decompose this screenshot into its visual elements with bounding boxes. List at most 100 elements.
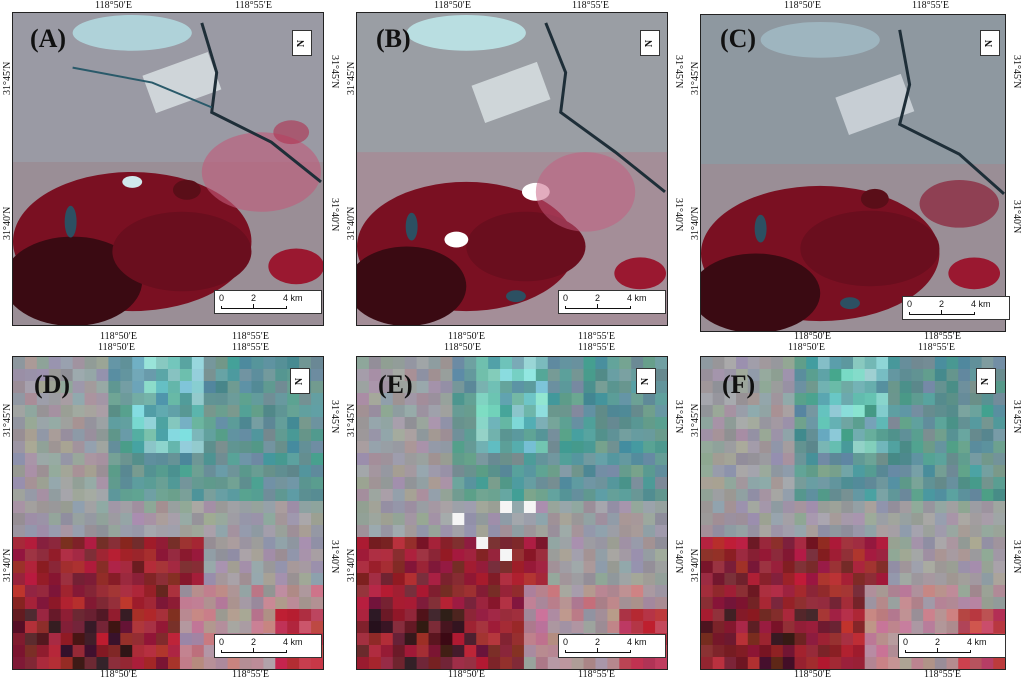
mosaic-pixel (156, 597, 169, 610)
mosaic-pixel (404, 561, 418, 574)
mosaic-pixel (179, 453, 193, 466)
mosaic-pixel (759, 417, 772, 430)
mosaic-pixel (736, 405, 749, 418)
mosaic-pixel (981, 525, 994, 538)
mosaic-pixel (969, 405, 983, 418)
mosaic-pixel (888, 441, 901, 454)
mosaic-pixel (736, 621, 749, 634)
mosaic-pixel (806, 597, 819, 610)
mosaic-pixel (156, 645, 169, 658)
mosaic-pixel (120, 537, 133, 550)
mosaic-pixel (144, 369, 157, 382)
mosaic-pixel (500, 381, 513, 394)
mosaic-pixel (923, 609, 936, 622)
satellite-image-b (356, 12, 668, 326)
mosaic-pixel (191, 621, 205, 634)
mosaic-pixel (595, 609, 608, 622)
mosaic-pixel (191, 381, 205, 394)
mosaic-pixel (595, 573, 608, 586)
mosaic-pixel (48, 585, 62, 598)
mosaic-pixel (108, 405, 121, 418)
mosaic-pixel (701, 453, 714, 466)
mosaic-pixel (263, 417, 276, 430)
mosaic-pixel (547, 549, 561, 562)
mosaic-pixel (969, 453, 983, 466)
mosaic-pixel (72, 621, 86, 634)
mosaic-pixel (227, 477, 241, 490)
mosaic-pixel (934, 573, 948, 586)
mosaic-pixel (841, 633, 854, 646)
mosaic-pixel (759, 489, 772, 502)
mosaic-pixel (969, 393, 983, 406)
mosaic-pixel (712, 477, 725, 490)
mosaic-pixel (357, 561, 370, 574)
mosaic-pixel (583, 597, 596, 610)
mosaic-pixel (619, 525, 632, 538)
mosaic-pixel (464, 453, 477, 466)
mosaic-pixel (607, 453, 620, 466)
mosaic-pixel (380, 549, 394, 562)
mosaic-pixel (853, 621, 866, 634)
mosaic-pixel (946, 417, 959, 430)
mosaic-pixel (96, 501, 109, 514)
mosaic-pixel (416, 441, 430, 454)
mosaic-pixel (631, 537, 644, 550)
mosaic-pixel (500, 489, 513, 502)
mosaic-pixel (108, 417, 121, 430)
mosaic-pixel (619, 621, 632, 634)
mosaic-pixel (275, 369, 288, 382)
top-lon-tick-1: 118°50′E (784, 0, 821, 11)
mosaic-pixel (179, 525, 193, 538)
mosaic-pixel (287, 597, 300, 610)
mosaic-pixel (993, 441, 1005, 454)
mosaic-pixel (888, 501, 901, 514)
mosaic-pixel (701, 477, 714, 490)
mosaic-pixel (747, 549, 760, 562)
mosaic-pixel (179, 513, 193, 526)
mosaic-pixel (958, 657, 971, 669)
mosaic-pixel (993, 597, 1005, 610)
mosaic-pixel (853, 369, 866, 382)
mosaic-pixel (357, 417, 370, 430)
mosaic-pixel (227, 621, 241, 634)
mosaic-pixel (888, 525, 901, 538)
mosaic-pixel (440, 489, 453, 502)
mosaic-pixel (655, 597, 667, 610)
mosaic-pixel (452, 585, 465, 598)
mosaic-pixel (144, 417, 157, 430)
mosaic-pixel (263, 393, 276, 406)
top-lon-tick-2: 118°55′E (912, 0, 949, 11)
mosaic-pixel (500, 441, 513, 454)
mosaic-pixel (619, 501, 632, 514)
mosaic-pixel (72, 357, 86, 370)
mosaic-pixel (275, 417, 288, 430)
mosaic-pixel (724, 561, 737, 574)
mosaic-pixel (227, 465, 241, 478)
mosaic-pixel (392, 441, 406, 454)
mosaic-pixel (771, 465, 784, 478)
mosaic-pixel (120, 633, 133, 646)
mosaic-pixel (380, 609, 394, 622)
mosaic-pixel (179, 405, 193, 418)
mosaic-pixel (251, 597, 264, 610)
mosaic-pixel (488, 537, 501, 550)
mosaic-pixel (559, 393, 573, 406)
mosaic-pixel (96, 621, 109, 634)
mosaic-pixel (156, 513, 169, 526)
mosaic-pixel (899, 489, 912, 502)
mosaic-pixel (24, 417, 38, 430)
mosaic-pixel (794, 573, 807, 586)
mosaic-pixel (24, 573, 38, 586)
mosaic-pixel (368, 429, 382, 442)
mosaic-pixel (934, 501, 948, 514)
mosaic-pixel (523, 525, 537, 538)
mosaic-pixel (864, 441, 877, 454)
mosaic-pixel (829, 477, 842, 490)
mosaic-pixel (287, 393, 300, 406)
mosaic-pixel (203, 537, 217, 550)
mosaic-pixel (794, 513, 807, 526)
mosaic-pixel (876, 405, 889, 418)
mosaic-pixel (380, 597, 394, 610)
mosaic-pixel (108, 585, 121, 598)
mosaic-pixel (452, 609, 465, 622)
